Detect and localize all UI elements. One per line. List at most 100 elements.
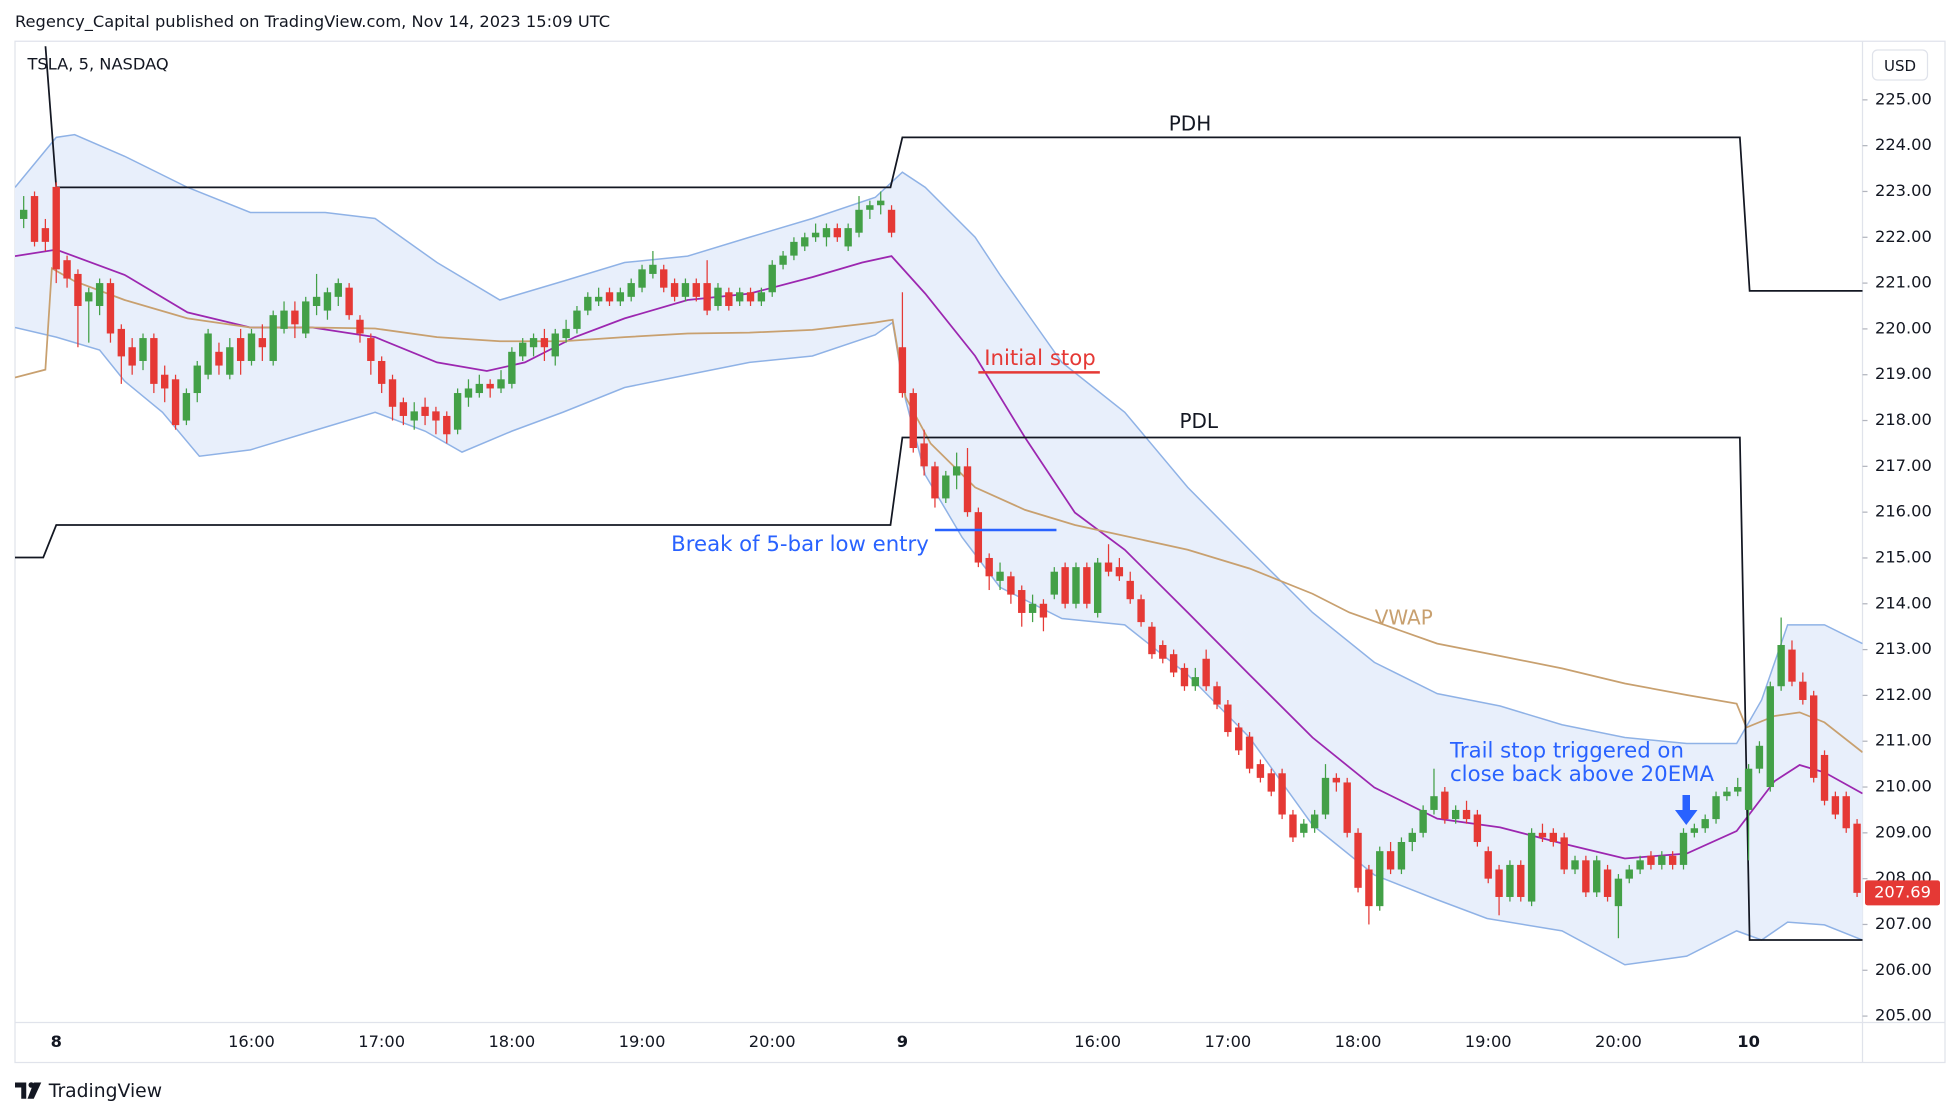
x-tick-label: 9: [897, 1032, 908, 1051]
candle-body: [562, 328, 570, 339]
candle-body: [1462, 809, 1471, 820]
candle-body: [681, 283, 690, 297]
candle-body: [475, 383, 484, 394]
candle-body: [1484, 851, 1492, 879]
candle-body: [1668, 855, 1677, 865]
band-line: [15, 133, 1863, 745]
candle-body: [1050, 571, 1058, 595]
candle-body: [573, 310, 581, 329]
candle-body: [1614, 878, 1623, 907]
candle-body: [725, 292, 733, 307]
candle-body: [1235, 727, 1243, 751]
y-tick-label: 210.00: [1875, 777, 1932, 796]
candle-body: [1191, 677, 1200, 687]
candle-body: [443, 415, 451, 435]
candle-body: [735, 292, 744, 302]
x-tick-label: 18:00: [488, 1032, 535, 1051]
candle-body: [1408, 832, 1416, 843]
candle-body: [236, 338, 245, 361]
candle-body: [887, 209, 896, 233]
candle-body: [660, 269, 668, 288]
candle-body: [1310, 814, 1319, 829]
symbol-label: TSLA, 5, NASDAQ: [27, 55, 169, 74]
candle-body: [1625, 869, 1633, 879]
candle-body: [638, 269, 646, 288]
candle-body: [19, 209, 28, 219]
candle-body: [844, 228, 852, 247]
y-tick-label: 221.00: [1875, 273, 1932, 292]
candle-body: [258, 338, 267, 348]
candle-body: [833, 228, 842, 238]
candle-body: [367, 338, 375, 361]
candle-body: [1473, 814, 1482, 843]
candle-body: [1636, 860, 1644, 870]
candle-body: [1831, 796, 1840, 815]
candle-body: [1397, 842, 1406, 870]
candle-body: [1777, 645, 1785, 687]
candle-body: [1658, 855, 1666, 865]
candle-body: [1690, 828, 1699, 833]
candle-body: [226, 347, 234, 375]
last-price-label: 207.69: [1874, 882, 1931, 901]
candle-body: [1538, 832, 1547, 838]
candle-body: [1018, 590, 1026, 613]
candle-body: [171, 379, 180, 426]
candle-body: [1582, 860, 1590, 893]
candle-body: [1365, 869, 1373, 907]
candle-body: [193, 365, 201, 394]
candle-body: [605, 292, 614, 302]
candle-body: [377, 360, 386, 384]
candle-body: [1224, 704, 1232, 733]
candle-body: [52, 186, 60, 270]
candle-body: [1376, 851, 1384, 907]
x-tick-label: 16:00: [1074, 1032, 1121, 1051]
candle-body: [1343, 782, 1351, 833]
candle-body: [1755, 745, 1764, 769]
x-tick-label: 10: [1737, 1032, 1760, 1051]
publish-header: Regency_Capital published on TradingView…: [15, 12, 610, 32]
candle-body: [920, 443, 928, 467]
candle-body: [1169, 654, 1178, 673]
candle-body: [1148, 626, 1156, 655]
candle-body: [182, 393, 191, 421]
candle-body: [822, 228, 831, 238]
candle-body: [703, 283, 711, 311]
candle-body: [1137, 599, 1145, 623]
candle-body: [1245, 736, 1254, 769]
last-price-tag: [1865, 880, 1940, 906]
candle-body: [790, 241, 798, 256]
candle-body: [692, 283, 700, 297]
candle-body: [519, 342, 527, 357]
logo-mark: [27, 1082, 42, 1099]
y-tick-label: 207.00: [1875, 914, 1932, 933]
band-line: [15, 321, 1863, 966]
candle-body: [1506, 864, 1514, 897]
x-tick-label: 19:00: [1465, 1032, 1512, 1051]
candle-body: [898, 347, 907, 394]
candle-body: [974, 512, 983, 563]
candle-body: [1072, 567, 1080, 604]
y-tick-label: 212.00: [1875, 685, 1932, 704]
candle-body: [215, 351, 223, 366]
candle-body: [161, 374, 169, 389]
candle-body: [670, 283, 679, 297]
candle-body: [432, 411, 440, 421]
currency-box[interactable]: [1871, 49, 1929, 81]
candle-body: [1386, 851, 1395, 870]
annotation: Break of 5-bar low entry: [671, 532, 929, 557]
candle-body: [1723, 791, 1731, 797]
x-tick-label: 17:00: [1204, 1032, 1251, 1051]
candle-body: [616, 292, 625, 302]
candle-body: [594, 296, 603, 302]
candle-body: [508, 351, 516, 384]
candle-body: [942, 475, 950, 499]
candle-body: [85, 292, 93, 302]
candle-body: [1549, 832, 1558, 843]
candle-body: [757, 292, 766, 302]
candle-body: [1289, 814, 1297, 838]
candle-body: [30, 196, 39, 242]
x-tick-label: 8: [51, 1032, 62, 1051]
candle-body: [334, 283, 342, 297]
candle-body: [1083, 567, 1091, 604]
